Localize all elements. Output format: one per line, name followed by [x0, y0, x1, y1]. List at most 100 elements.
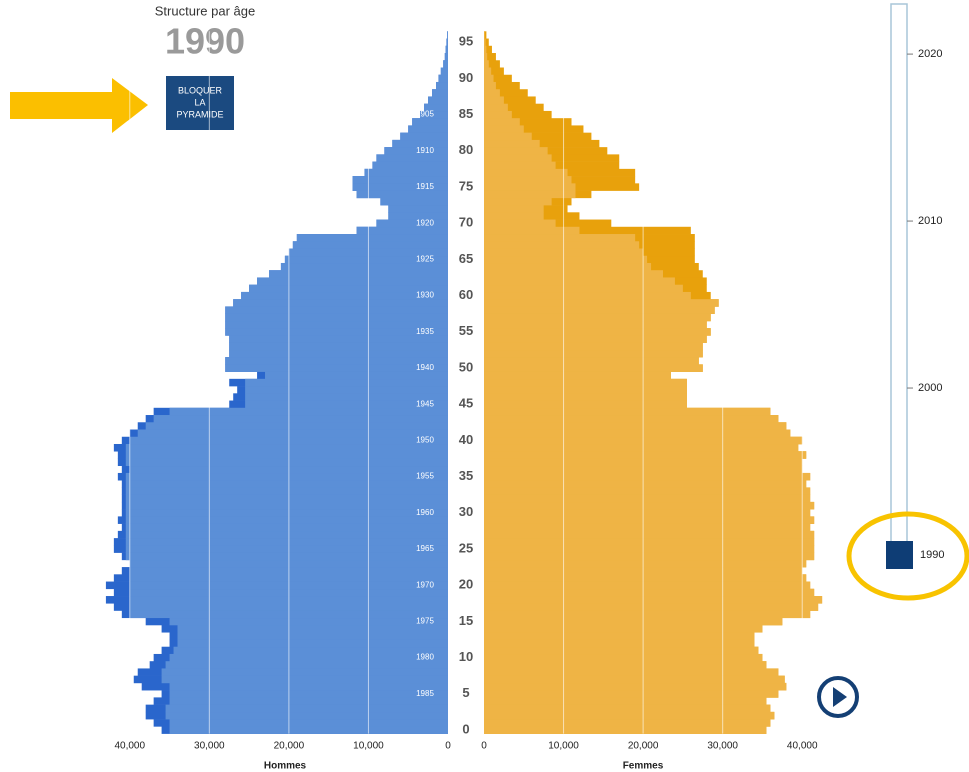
x-tick-label: 0 [445, 741, 451, 752]
bar [229, 335, 448, 343]
play-button[interactable] [817, 676, 859, 718]
bar [372, 161, 448, 170]
bar [484, 45, 492, 54]
bar [356, 190, 448, 199]
bar [484, 668, 779, 676]
slider-tick-label[interactable]: 2010 [918, 215, 942, 227]
slider[interactable]: 2000 2010 2020 1990 [886, 3, 944, 569]
bar [484, 357, 699, 365]
bar [447, 31, 448, 39]
bar [284, 255, 448, 264]
bar [484, 653, 763, 662]
y-tick-label: 5 [462, 685, 469, 700]
birth-year-label: 1925 [416, 254, 434, 263]
bar [484, 313, 711, 322]
bar [440, 67, 448, 76]
title: Structure par âge [155, 3, 255, 18]
bar [484, 719, 771, 727]
bar [249, 284, 448, 293]
bar [484, 118, 572, 126]
bar [484, 205, 544, 213]
button-text[interactable]: LA [194, 97, 205, 107]
button-text[interactable]: PYRAMIDE [176, 109, 223, 119]
bar [484, 581, 811, 590]
bar [444, 53, 448, 61]
bar [484, 53, 496, 61]
button-text[interactable]: BLOQUER [178, 85, 223, 95]
bar [484, 386, 687, 394]
bar [388, 205, 448, 213]
bar [484, 415, 779, 423]
bar [484, 74, 494, 83]
y-tick-label: 0 [462, 721, 469, 736]
bar [484, 255, 648, 264]
slider-track[interactable] [890, 3, 908, 550]
bar [241, 291, 448, 300]
bar [125, 552, 449, 561]
x-tick-label: 10,000 [548, 741, 579, 752]
bar [484, 320, 707, 329]
bar [352, 183, 448, 191]
bar [484, 89, 528, 97]
bar [484, 726, 767, 734]
x-tick-label: 10,000 [353, 741, 384, 752]
bar [356, 226, 448, 235]
bar [165, 661, 449, 669]
birth-year-label: 1930 [416, 291, 434, 300]
bar [484, 443, 799, 452]
birth-year-label: 1980 [416, 653, 434, 662]
bar [484, 67, 504, 76]
x-tick-label: 40,000 [114, 741, 145, 752]
slider-value[interactable]: 1990 [920, 549, 944, 561]
y-tick-label: 80 [459, 142, 473, 157]
bar [484, 139, 600, 148]
bar [420, 110, 448, 119]
bar [245, 400, 448, 409]
bar [484, 704, 771, 713]
play-icon[interactable] [833, 687, 847, 707]
bar [169, 697, 449, 705]
button-bg[interactable] [166, 76, 234, 130]
bar [484, 125, 524, 133]
bar [125, 530, 449, 539]
bar [484, 74, 512, 83]
bar [446, 38, 448, 47]
bar [484, 646, 759, 655]
bar [484, 110, 512, 119]
bar [484, 342, 703, 351]
birth-year-label: 1910 [416, 146, 434, 155]
bar [484, 31, 487, 39]
bar [484, 545, 815, 553]
bar [445, 45, 448, 54]
bar [484, 219, 556, 228]
birth-year-label: 1985 [416, 689, 434, 698]
bar [169, 617, 449, 626]
slider-handle[interactable] [886, 541, 913, 569]
bar [484, 284, 683, 293]
bar [161, 668, 448, 676]
y-tick-label: 30 [459, 504, 473, 519]
bar [484, 161, 556, 170]
lock-button[interactable]: BLOQUER LA PYRAMIDE [166, 76, 234, 130]
bar [484, 472, 811, 481]
bar [484, 610, 811, 619]
slider-tick-label[interactable]: 2020 [918, 48, 942, 60]
birth-year-label: 1970 [416, 580, 434, 589]
bar [484, 422, 787, 430]
bar [484, 603, 819, 611]
y-tick-label: 90 [459, 70, 473, 85]
slider-tick-label[interactable]: 2000 [918, 382, 942, 394]
bar [484, 262, 652, 271]
bar [225, 357, 448, 365]
bar [484, 147, 548, 155]
bar [484, 176, 572, 184]
bar [484, 38, 489, 47]
bar [169, 682, 449, 691]
bar [484, 45, 487, 54]
birth-year-label: 1940 [416, 363, 434, 372]
bar [125, 509, 449, 517]
bar [269, 270, 448, 278]
y-tick-label: 85 [459, 106, 473, 121]
bar [484, 241, 640, 249]
